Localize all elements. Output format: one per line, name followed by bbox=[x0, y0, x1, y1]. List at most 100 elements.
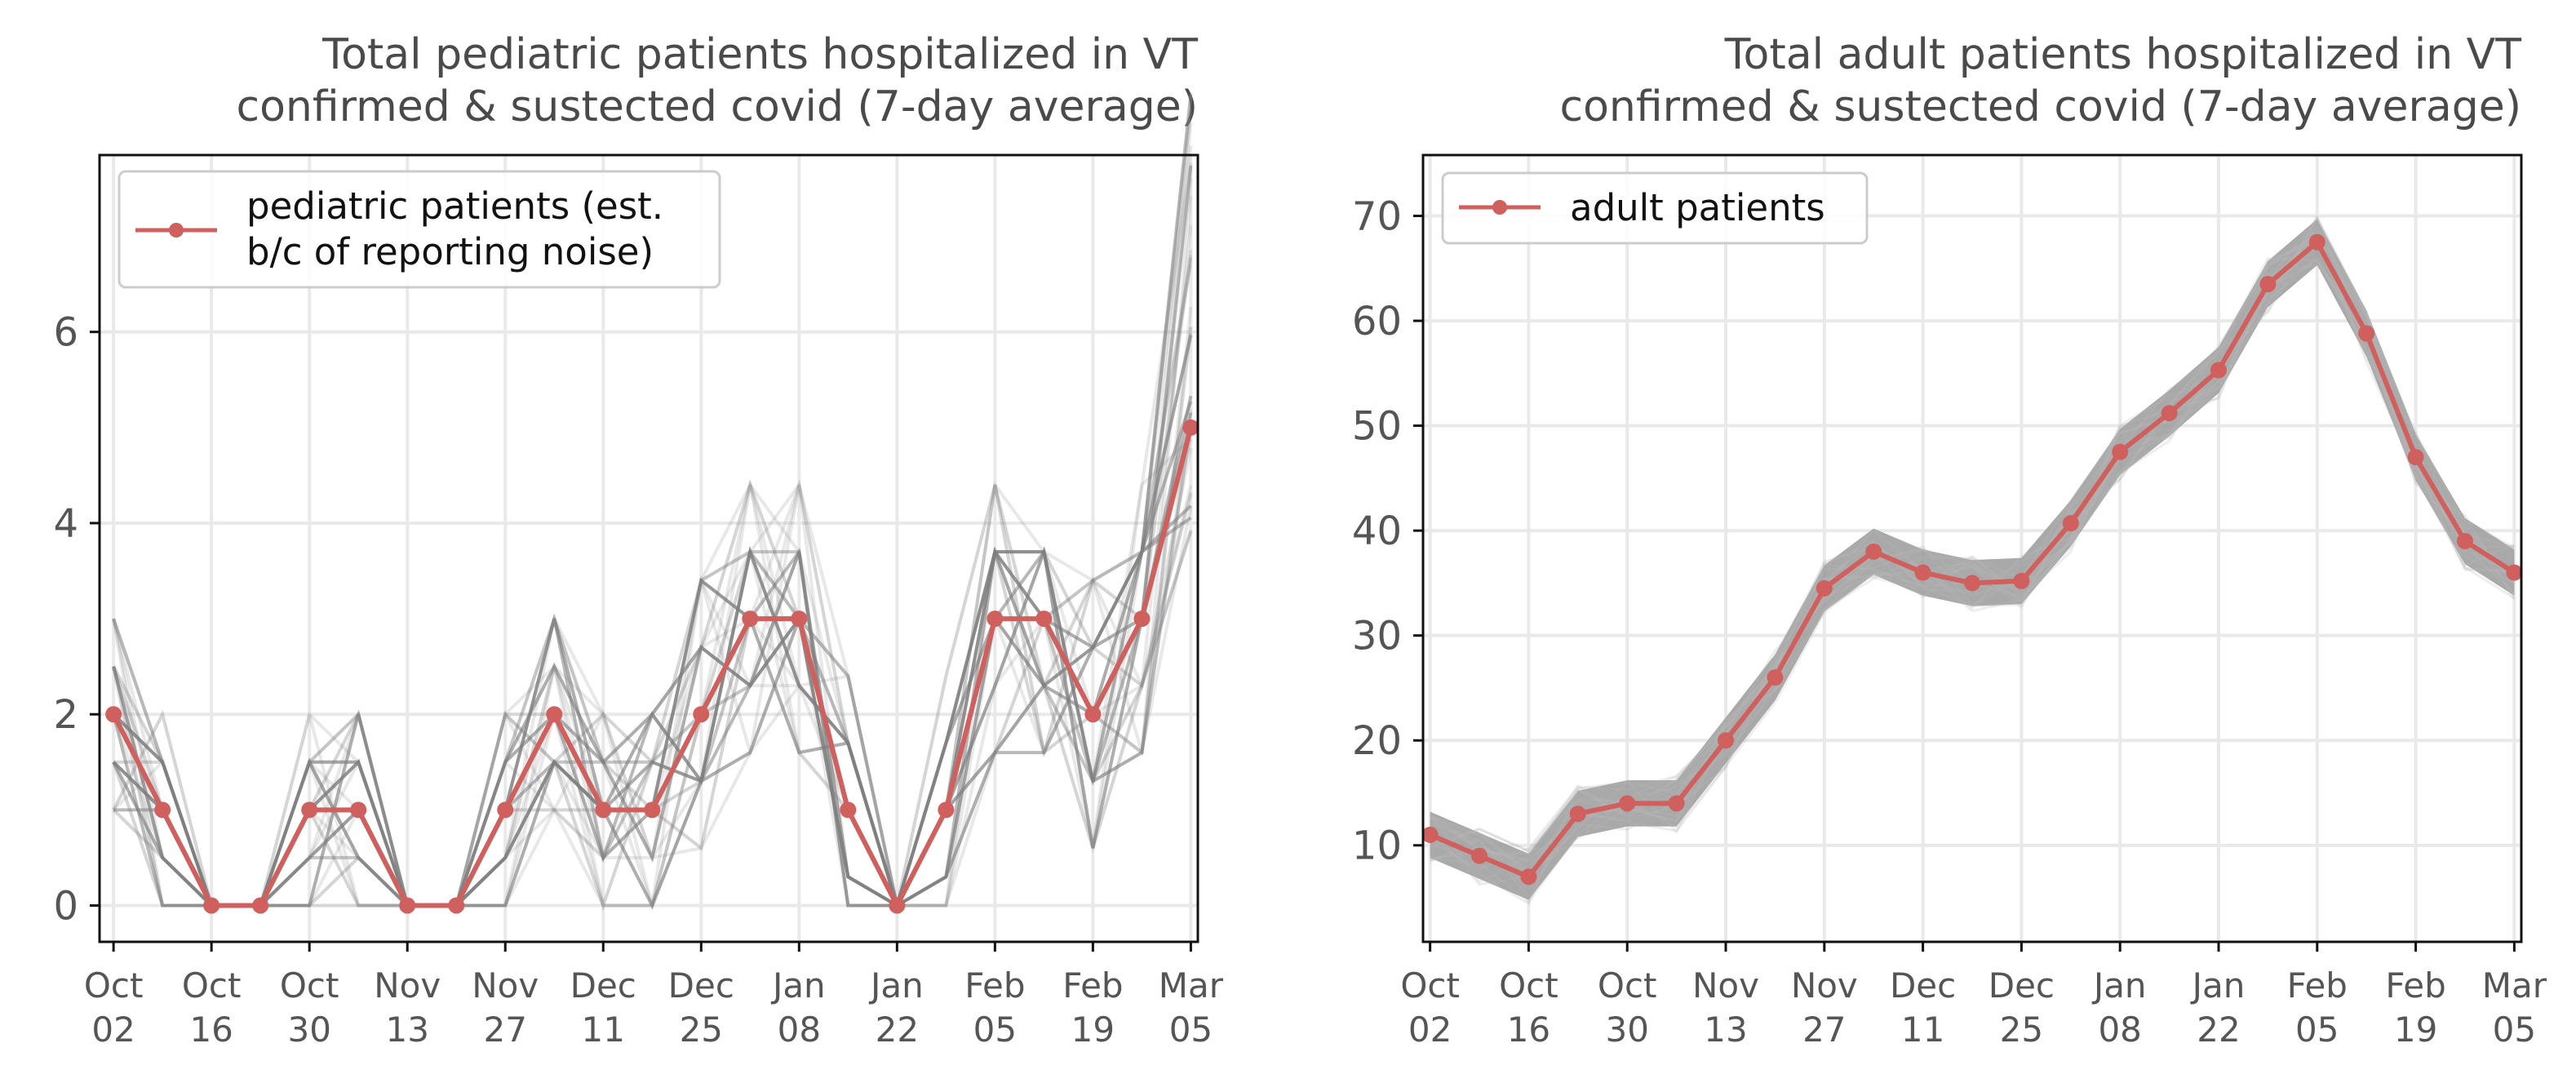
data-point bbox=[1767, 669, 1784, 686]
data-point bbox=[2112, 443, 2129, 460]
x-tick-label: Jan bbox=[770, 965, 826, 1005]
data-point bbox=[2062, 515, 2079, 532]
x-tick-label: Feb bbox=[2385, 965, 2445, 1005]
x-tick-label: 11 bbox=[582, 1010, 625, 1050]
y-tick-label: 30 bbox=[1352, 614, 1402, 659]
uncertainty-trace bbox=[112, 425, 1193, 912]
uncertainty-trace bbox=[112, 111, 1193, 908]
y-axis: 10 20 30 40 50 60 70 bbox=[1352, 194, 1423, 869]
x-tick-label: 05 bbox=[973, 1010, 1017, 1050]
chart-subtitle: confirmed & sustected covid (7-day avera… bbox=[236, 82, 1198, 131]
uncertainty-trace bbox=[112, 504, 1192, 910]
x-tick-label: 16 bbox=[189, 1010, 233, 1050]
x-tick-label: 02 bbox=[1408, 1010, 1452, 1050]
x-tick-label: 25 bbox=[2000, 1010, 2043, 1050]
plot-frame bbox=[98, 153, 1199, 943]
data-point bbox=[1471, 847, 1488, 864]
x-tick-label: Dec bbox=[668, 965, 734, 1005]
x-tick-label: 27 bbox=[484, 1010, 527, 1050]
legend-marker bbox=[1492, 200, 1507, 215]
data-point bbox=[791, 610, 808, 628]
y-tick-label: 40 bbox=[1352, 508, 1402, 554]
x-tick-label: Oct bbox=[280, 965, 339, 1005]
uncertainty-trace bbox=[112, 326, 1193, 908]
data-point bbox=[2013, 572, 2030, 589]
x-tick-label: Oct bbox=[1499, 965, 1558, 1005]
data-point bbox=[987, 610, 1004, 628]
uncertainty-trace bbox=[112, 484, 1193, 908]
data-point bbox=[1964, 575, 1980, 592]
plot-frame bbox=[1421, 153, 2523, 943]
legend-label-line-1: pediatric patients (est. bbox=[246, 184, 663, 228]
x-tick-label: 19 bbox=[1071, 1010, 1115, 1050]
x-tick-label: 22 bbox=[876, 1010, 919, 1050]
uncertainty-trace bbox=[112, 258, 1193, 912]
chart-subtitle: confirmed & sustected covid (7-day avera… bbox=[1559, 82, 2521, 131]
data-point bbox=[350, 801, 367, 819]
x-tick-label: 05 bbox=[2493, 1010, 2536, 1050]
data-point bbox=[1133, 610, 1151, 628]
uncertainty-trace bbox=[1429, 263, 2516, 871]
chart-title: Total adult patients hospitalized in VT bbox=[1724, 30, 2522, 79]
data-point bbox=[2161, 405, 2178, 422]
uncertainty-trace bbox=[1429, 257, 2516, 886]
x-tick-label: 22 bbox=[2197, 1010, 2240, 1050]
data-point bbox=[693, 706, 710, 723]
x-tick-label: Jan bbox=[2091, 965, 2147, 1005]
data-point bbox=[1668, 795, 1685, 812]
x-tick-label: Nov bbox=[1791, 965, 1858, 1005]
pediatric-chart: Total pediatric patients hospitalized in… bbox=[53, 30, 1223, 1050]
legend-box bbox=[117, 170, 721, 289]
uncertainty-traces bbox=[112, 94, 1193, 912]
legend-box bbox=[1441, 171, 1869, 245]
data-point bbox=[840, 801, 857, 819]
y-tick-label: 6 bbox=[53, 310, 78, 356]
data-point bbox=[2259, 276, 2277, 293]
data-point bbox=[1718, 732, 1735, 749]
data-point bbox=[1084, 706, 1102, 723]
uncertainty-trace bbox=[1429, 223, 2515, 877]
data-point bbox=[2407, 449, 2424, 466]
adult-chart: Total adult patients hospitalized in VT … bbox=[1352, 30, 2547, 1050]
y-tick-label: 20 bbox=[1352, 718, 1402, 764]
data-point bbox=[448, 897, 465, 914]
data-point bbox=[644, 801, 661, 819]
chart-title: Total pediatric patients hospitalized in… bbox=[321, 30, 1198, 79]
y-tick-label: 10 bbox=[1352, 823, 1402, 869]
uncertainty-trace bbox=[112, 332, 1193, 908]
uncertainty-trace bbox=[1430, 255, 2515, 904]
x-tick-label: Feb bbox=[1062, 965, 1123, 1005]
data-point bbox=[595, 801, 612, 819]
uncertainty-trace bbox=[112, 334, 1193, 908]
x-tick-label: 13 bbox=[1704, 1010, 1747, 1050]
y-tick-label: 60 bbox=[1352, 299, 1402, 344]
data-point bbox=[301, 801, 318, 819]
x-tick-label: Dec bbox=[570, 965, 636, 1005]
data-point bbox=[105, 706, 122, 723]
data-point bbox=[742, 610, 759, 628]
data-point bbox=[546, 706, 563, 723]
legend-label-line-2: b/c of reporting noise) bbox=[246, 230, 654, 273]
legend-marker bbox=[169, 223, 184, 237]
uncertainty-trace bbox=[1430, 227, 2516, 853]
uncertainty-trace bbox=[112, 326, 1193, 908]
x-tick-label: Oct bbox=[1598, 965, 1657, 1005]
data-point bbox=[889, 897, 906, 914]
data-point bbox=[497, 801, 514, 819]
x-tick-label: Mar bbox=[1159, 965, 1224, 1005]
x-tick-label: 08 bbox=[778, 1010, 821, 1050]
x-tick-label: 05 bbox=[2295, 1010, 2339, 1050]
data-point bbox=[1914, 564, 1931, 581]
x-tick-label: Nov bbox=[472, 965, 539, 1005]
x-tick-label: 16 bbox=[1507, 1010, 1550, 1050]
data-point bbox=[1816, 579, 1833, 597]
uncertainty-trace bbox=[112, 439, 1193, 908]
x-tick-label: Jan bbox=[868, 965, 924, 1005]
legend-label: adult patients bbox=[1570, 186, 1825, 229]
data-point bbox=[2456, 533, 2473, 550]
legend: adult patients bbox=[1441, 171, 1869, 245]
y-tick-label: 50 bbox=[1352, 404, 1402, 450]
x-tick-label: Oct bbox=[84, 965, 144, 1005]
uncertainty-trace bbox=[112, 162, 1193, 912]
